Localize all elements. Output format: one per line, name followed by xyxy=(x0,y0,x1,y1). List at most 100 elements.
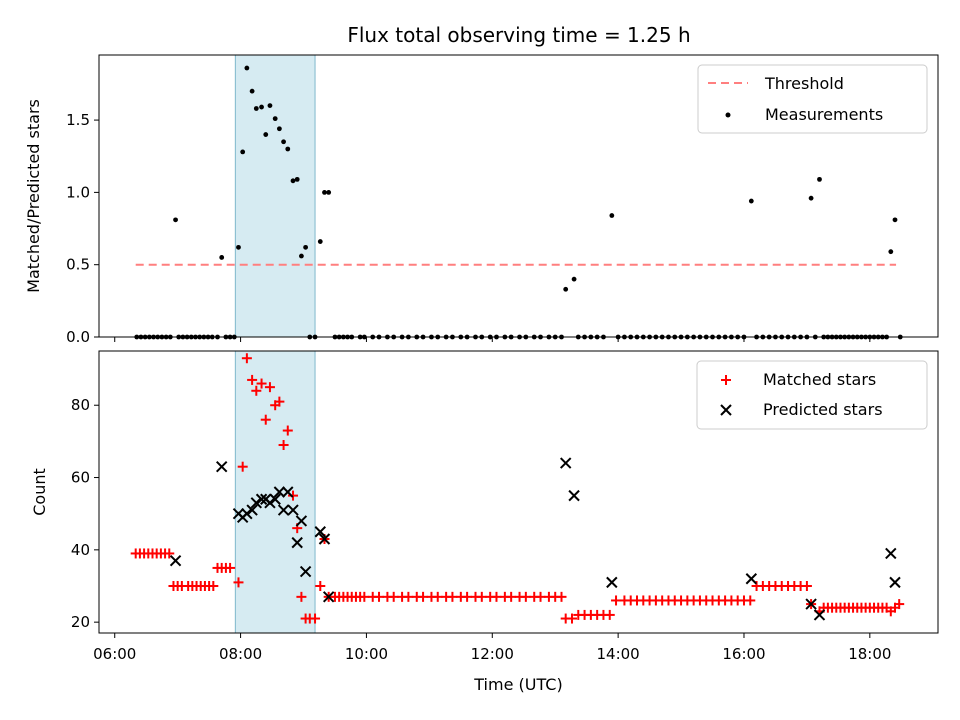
measurement-point xyxy=(259,104,264,110)
measurement-point xyxy=(571,276,577,282)
matched-star-point xyxy=(225,562,236,573)
matched-star-point xyxy=(418,591,429,602)
legend-label-predicted: Predicted stars xyxy=(763,400,883,419)
measurement-point xyxy=(281,139,286,145)
predicted-star-point xyxy=(215,460,228,473)
matched-star-point xyxy=(251,385,262,396)
legend-box xyxy=(697,64,928,134)
matched-star-point xyxy=(556,591,567,602)
y-axis-label: Count xyxy=(30,468,49,516)
ratio-panel: Flux total observing time = 1.25 h 0.00.… xyxy=(24,23,939,346)
y-tick-label: 40 xyxy=(71,541,90,559)
x-tick-label: 18:00 xyxy=(848,645,891,663)
measurement-point xyxy=(817,176,822,182)
matched-star-point xyxy=(801,581,812,591)
matched-star-point xyxy=(274,396,285,407)
matched-star-point xyxy=(491,591,502,602)
matched-star-point xyxy=(264,382,275,393)
legend-label-threshold: Threshold xyxy=(764,74,844,93)
y-tick-label: 60 xyxy=(71,469,90,487)
plot-frame xyxy=(98,54,939,338)
predicted-star-point xyxy=(277,504,290,516)
y-axis-label: Matched/Predicted stars xyxy=(24,99,43,293)
matched-star-point xyxy=(447,591,458,602)
predicted-star-point xyxy=(287,504,299,516)
x-tick-label: 10:00 xyxy=(345,645,388,663)
measurement-point xyxy=(563,286,569,292)
matched-star-point xyxy=(520,591,531,602)
predicted-star-point xyxy=(255,493,268,505)
predicted-star-point xyxy=(805,598,817,610)
matched-star-point xyxy=(296,591,307,602)
matched-star-point xyxy=(462,591,473,602)
matched-star-point xyxy=(241,353,252,364)
y-ticks: 0.0 0.5 1.0 1.5 xyxy=(66,111,99,346)
matched-star-point xyxy=(604,609,615,620)
measurement-point xyxy=(609,213,615,218)
measurement-point xyxy=(267,103,273,109)
predicted-star-point xyxy=(250,497,263,509)
matched-star-point xyxy=(894,599,905,610)
matched-star-point xyxy=(247,374,258,385)
legend: Threshold Measurements xyxy=(697,64,928,134)
matched-star-point xyxy=(506,591,517,602)
measurement-point xyxy=(173,217,178,223)
plot-frame xyxy=(98,350,939,634)
measurement-point xyxy=(290,178,296,184)
measurement-point xyxy=(748,198,754,204)
y-tick-label: 0.5 xyxy=(66,256,90,274)
measurement-point xyxy=(317,239,323,244)
matched-star-point xyxy=(237,461,248,472)
legend-cross-marker xyxy=(720,404,732,416)
measurement-point xyxy=(263,132,269,137)
predicted-star-point xyxy=(568,489,580,502)
legend-box xyxy=(696,360,928,430)
matched-star-point xyxy=(260,414,271,425)
x-tick-label: 08:00 xyxy=(219,645,262,663)
measurement-point xyxy=(294,176,300,182)
predicted-star-point xyxy=(169,554,182,567)
y-tick-label: 1.0 xyxy=(66,183,90,201)
legend: Matched stars Predicted stars xyxy=(696,360,928,430)
matched-star-point xyxy=(566,613,577,624)
measurement-point xyxy=(888,249,894,255)
measurement-point xyxy=(299,253,304,259)
highlight-span xyxy=(234,54,316,338)
matched-star-point xyxy=(745,595,756,606)
count-panel: 06:00 08:00 10:00 12:00 14:00 16:00 18:00 20 40… xyxy=(30,350,939,694)
y-ticks: 20 40 60 80 xyxy=(71,396,99,631)
legend-label-matched: Matched stars xyxy=(763,370,876,389)
predicted-star-point xyxy=(314,526,326,538)
matched-star-point xyxy=(310,613,321,624)
predicted-star-point xyxy=(885,547,897,560)
highlight-span xyxy=(234,350,316,634)
matched-star-point xyxy=(432,591,443,602)
matched-star-point xyxy=(164,548,175,559)
x-tick-label: 12:00 xyxy=(471,645,514,663)
measurement-point xyxy=(244,65,250,71)
matched-star-point xyxy=(233,577,244,588)
predicted-star-point xyxy=(264,497,276,509)
measurement-point xyxy=(808,195,814,201)
x-ticks xyxy=(114,337,871,342)
measurement-point xyxy=(253,106,259,111)
predicted-stars-series xyxy=(169,457,901,621)
matched-star-point xyxy=(288,490,299,501)
matched-star-point xyxy=(403,591,414,602)
predicted-star-point xyxy=(318,533,331,545)
predicted-star-point xyxy=(813,609,826,621)
x-tick-label: 06:00 xyxy=(93,645,136,663)
predicted-star-point xyxy=(241,507,253,520)
legend-measurements-swatch xyxy=(725,112,731,118)
matched-star-point xyxy=(208,581,219,591)
predicted-star-point xyxy=(322,591,335,603)
predicted-star-point xyxy=(295,515,308,527)
measurement-point xyxy=(236,244,241,250)
predicted-star-point xyxy=(273,486,286,498)
chart-title: Flux total observing time = 1.25 h xyxy=(347,23,690,47)
measurement-point xyxy=(322,189,327,195)
predicted-star-point xyxy=(745,573,758,585)
matched-star-point xyxy=(282,425,293,436)
x-ticks: 06:00 08:00 10:00 12:00 14:00 16:00 18:00 xyxy=(93,633,891,663)
